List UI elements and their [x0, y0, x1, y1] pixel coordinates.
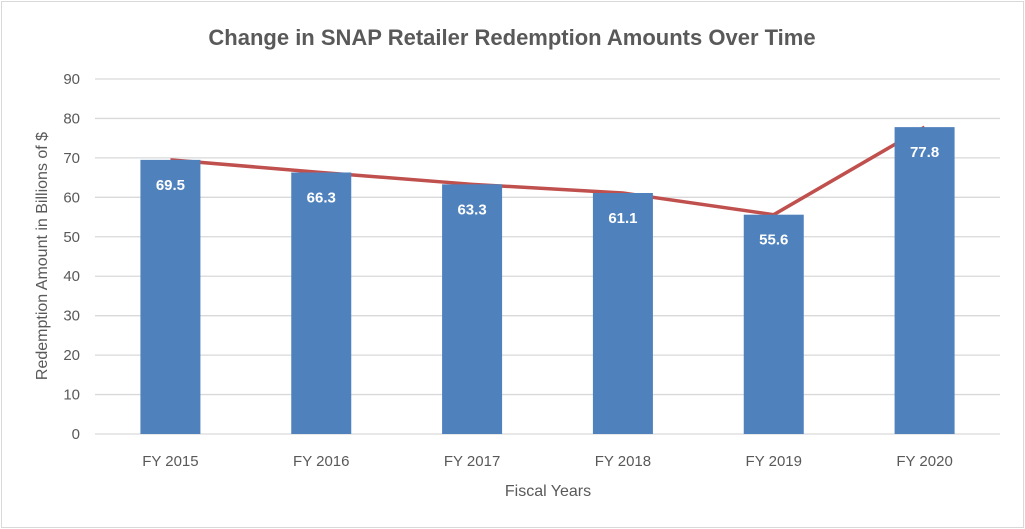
y-tick-label: 80: [63, 110, 80, 127]
x-tick-label: FY 2015: [142, 453, 198, 470]
y-tick-label: 90: [63, 71, 80, 88]
data-label: 69.5: [156, 177, 185, 194]
x-tick-label: FY 2016: [293, 453, 349, 470]
chart-title: Change in SNAP Retailer Redemption Amoun…: [208, 25, 815, 50]
x-axis-label: Fiscal Years: [505, 483, 591, 500]
x-tick-label: FY 2019: [746, 453, 802, 470]
bar: [894, 127, 955, 434]
trend-line: [170, 125, 926, 217]
y-tick-label: 20: [63, 347, 80, 364]
data-label: 55.6: [759, 232, 788, 249]
y-tick-label: 0: [72, 426, 80, 443]
data-label: 63.3: [457, 201, 486, 218]
y-tick-label: 10: [63, 387, 80, 404]
data-label: 61.1: [608, 210, 637, 227]
x-tick-label: FY 2018: [595, 453, 651, 470]
y-tick-label: 40: [63, 268, 80, 285]
x-tick-label: FY 2020: [896, 453, 952, 470]
data-label: 77.8: [910, 144, 939, 161]
y-tick-label: 70: [63, 150, 80, 167]
bar: [743, 214, 804, 434]
y-tick-label: 60: [63, 189, 80, 206]
bar: [442, 184, 503, 434]
bar: [291, 172, 352, 434]
y-tick-label: 30: [63, 308, 80, 325]
data-label: 66.3: [307, 189, 336, 206]
bar: [592, 192, 653, 434]
y-tick-label: 50: [63, 229, 80, 246]
bar: [140, 159, 201, 434]
x-tick-label: FY 2017: [444, 453, 500, 470]
y-axis-label: Redemption Amount in Billions of $: [34, 132, 51, 380]
